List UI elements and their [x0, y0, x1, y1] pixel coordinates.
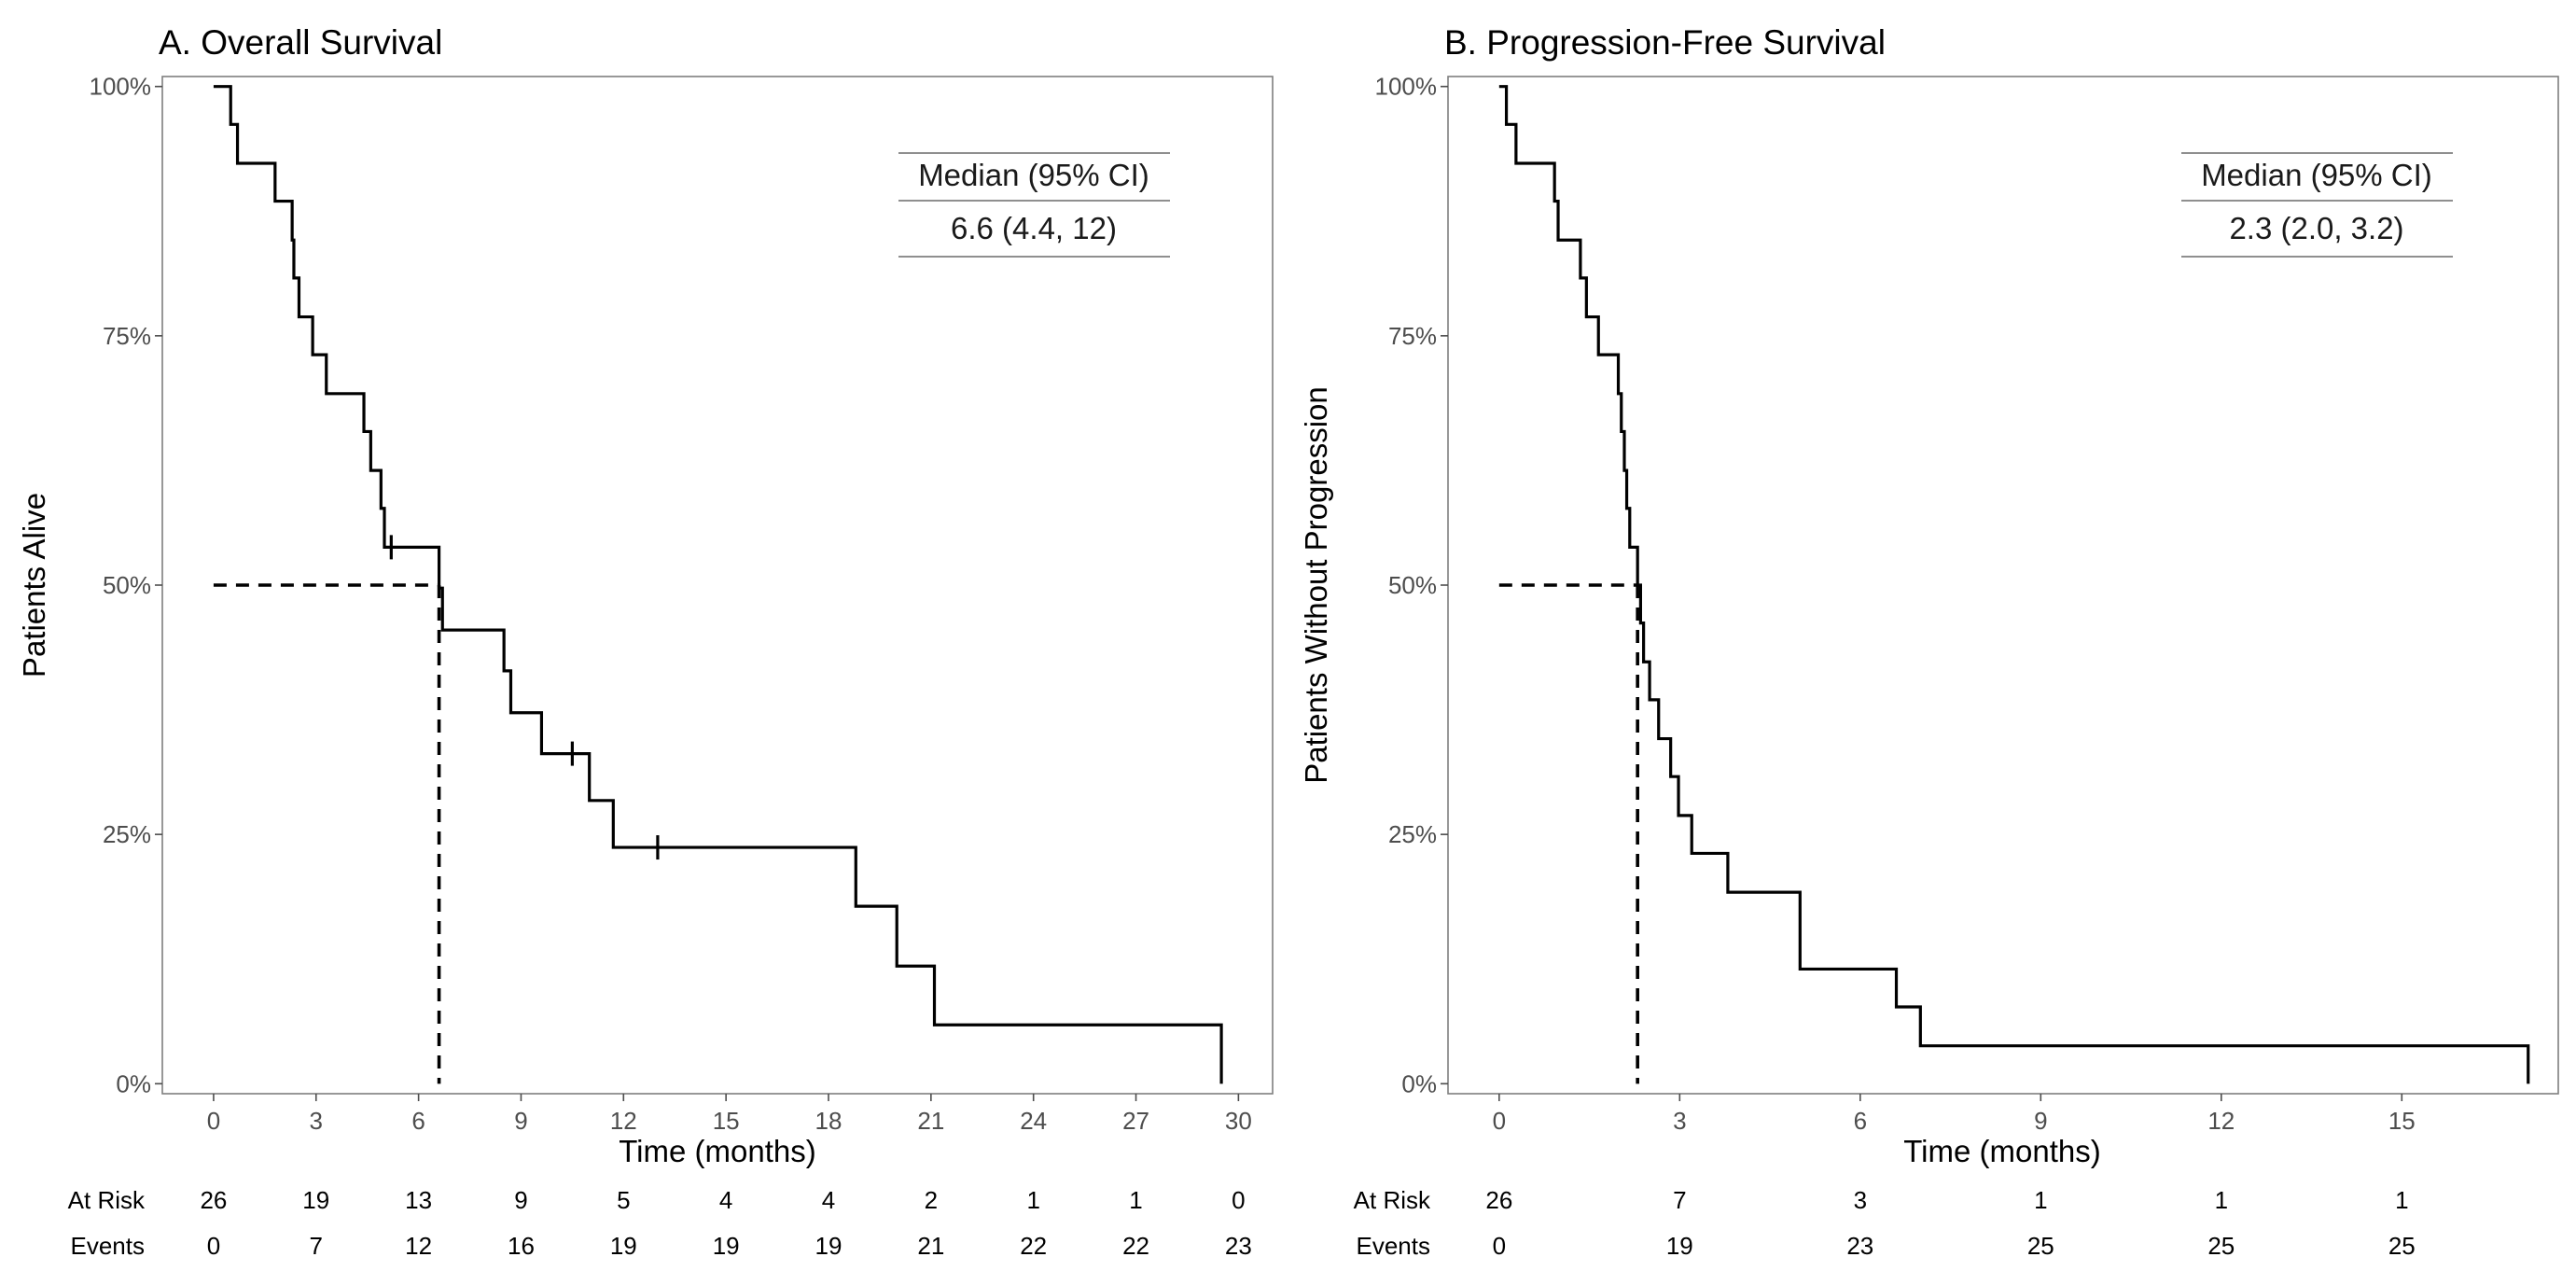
panel-b-title: B. Progression-Free Survival: [1444, 23, 1886, 62]
panel-b-x-axis-label: Time (months): [1903, 1134, 2100, 1168]
x-tick-label: 27: [1122, 1107, 1149, 1135]
at-risk-value: 13: [405, 1186, 432, 1214]
x-tick-label: 3: [1673, 1107, 1686, 1135]
survival-curve: [213, 85, 1223, 1084]
x-tick-label: 12: [2207, 1107, 2235, 1135]
legend-header: Median (95% CI): [918, 158, 1149, 192]
events-value: 0: [1493, 1232, 1506, 1260]
events-value: 23: [1846, 1232, 1873, 1260]
x-tick-label: 3: [310, 1107, 323, 1135]
panel-a-events-label: Events: [71, 1232, 146, 1260]
panel-a-at-risk-label: At Risk: [68, 1186, 146, 1214]
panel-b-events-label: Events: [1357, 1232, 1431, 1260]
at-risk-value: 5: [617, 1186, 630, 1214]
y-tick-label: 50%: [1388, 571, 1437, 599]
panel-a-plot: 0% 25% 50% 75% 100% 0 3 6 9 12 15 18 21 24 27 30: [90, 73, 1252, 1135]
y-tick-label: 75%: [103, 322, 151, 350]
y-tick-label: 0%: [116, 1069, 151, 1097]
events-value: 16: [508, 1232, 535, 1260]
at-risk-value: 7: [1673, 1186, 1686, 1214]
x-tick-label: 0: [1493, 1107, 1506, 1135]
events-value: 19: [815, 1232, 842, 1260]
y-tick-label: 100%: [90, 73, 152, 101]
x-tick-label: 9: [514, 1107, 527, 1135]
survival-curve: [1498, 85, 2530, 1084]
legend-median-value: 6.6 (4.4, 12): [951, 211, 1117, 245]
panel-a-title: A. Overall Survival: [159, 23, 442, 62]
panel-a-x-axis-label: Time (months): [619, 1134, 815, 1168]
y-tick-label: 100%: [1375, 73, 1438, 101]
panel-b-plot: 0% 25% 50% 75% 100% 0 3 6 9 12 15: [1375, 73, 2530, 1135]
at-risk-value: 1: [2215, 1186, 2228, 1214]
events-value: 25: [2027, 1232, 2054, 1260]
at-risk-value: 2: [925, 1186, 938, 1214]
x-tick-label: 21: [917, 1107, 944, 1135]
x-tick-label: 15: [713, 1107, 740, 1135]
overall-survival-panel: A. Overall Survival 0% 25% 50% 75% 100% 0 3 6 9 1…: [17, 23, 1274, 1260]
events-value: 21: [917, 1232, 944, 1260]
panel-b-y-axis-label: Patients Without Progression: [1299, 386, 1333, 784]
events-value: 19: [1666, 1232, 1693, 1260]
at-risk-value: 0: [1232, 1186, 1245, 1214]
events-value: 23: [1225, 1232, 1252, 1260]
x-tick-label: 6: [411, 1107, 425, 1135]
events-value: 22: [1020, 1232, 1047, 1260]
x-tick-label: 30: [1225, 1107, 1252, 1135]
y-tick-label: 50%: [103, 571, 151, 599]
at-risk-value: 3: [1854, 1186, 1867, 1214]
x-tick-label: 18: [815, 1107, 842, 1135]
x-tick-label: 9: [2034, 1107, 2047, 1135]
events-value: 19: [610, 1232, 637, 1260]
at-risk-value: 4: [822, 1186, 835, 1214]
x-tick-label: 24: [1020, 1107, 1047, 1135]
y-tick-label: 25%: [1388, 820, 1437, 848]
events-value: 0: [207, 1232, 220, 1260]
x-tick-label: 15: [2388, 1107, 2416, 1135]
events-value: 25: [2207, 1232, 2235, 1260]
y-tick-label: 75%: [1388, 322, 1437, 350]
y-tick-label: 0%: [1401, 1069, 1437, 1097]
events-value: 12: [405, 1232, 432, 1260]
progression-free-survival-panel: B. Progression-Free Survival 0% 25% 50% 75%…: [1299, 23, 2559, 1260]
events-value: 19: [713, 1232, 740, 1260]
x-tick-label: 6: [1854, 1107, 1867, 1135]
panel-b-at-risk-label: At Risk: [1354, 1186, 1431, 1214]
at-risk-value: 26: [200, 1186, 227, 1214]
at-risk-value: 1: [1026, 1186, 1039, 1214]
legend-median-value: 2.3 (2.0, 3.2): [2229, 211, 2403, 245]
events-value: 7: [310, 1232, 323, 1260]
at-risk-value: 1: [2395, 1186, 2408, 1214]
x-tick-label: 12: [610, 1107, 637, 1135]
at-risk-value: 4: [719, 1186, 732, 1214]
panel-b-risk-table: 26 0 7 19 3 23 1 25 1 25 1 25: [1485, 1186, 2415, 1260]
at-risk-value: 9: [514, 1186, 527, 1214]
events-value: 25: [2388, 1232, 2416, 1260]
events-value: 22: [1122, 1232, 1149, 1260]
panel-a-legend: Median (95% CI) 6.6 (4.4, 12): [898, 152, 1170, 258]
legend-header: Median (95% CI): [2201, 158, 2432, 192]
at-risk-value: 19: [302, 1186, 329, 1214]
y-tick-label: 25%: [103, 820, 151, 848]
at-risk-value: 26: [1485, 1186, 1512, 1214]
panel-a-y-axis-label: Patients Alive: [17, 493, 51, 677]
x-tick-label: 0: [207, 1107, 220, 1135]
panel-b-legend: Median (95% CI) 2.3 (2.0, 3.2): [2181, 152, 2453, 258]
at-risk-value: 1: [1129, 1186, 1142, 1214]
at-risk-value: 1: [2034, 1186, 2047, 1214]
